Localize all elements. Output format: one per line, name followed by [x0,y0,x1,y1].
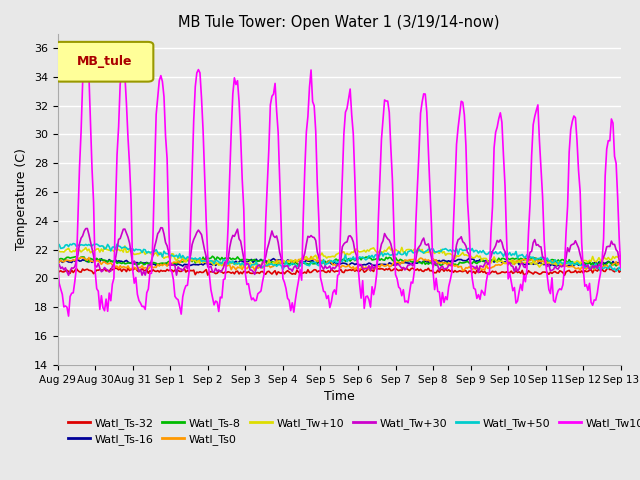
X-axis label: Time: Time [324,390,355,403]
Legend: Watl_Ts-32, Watl_Ts-16, Watl_Ts-8, Watl_Ts0, Watl_Tw+10, Watl_Tw+30, Watl_Tw+50,: Watl_Ts-32, Watl_Ts-16, Watl_Ts-8, Watl_… [63,413,640,450]
Title: MB Tule Tower: Open Water 1 (3/19/14-now): MB Tule Tower: Open Water 1 (3/19/14-now… [179,15,500,30]
FancyBboxPatch shape [55,42,154,82]
Text: MB_tule: MB_tule [77,55,132,68]
Y-axis label: Temperature (C): Temperature (C) [15,148,28,250]
